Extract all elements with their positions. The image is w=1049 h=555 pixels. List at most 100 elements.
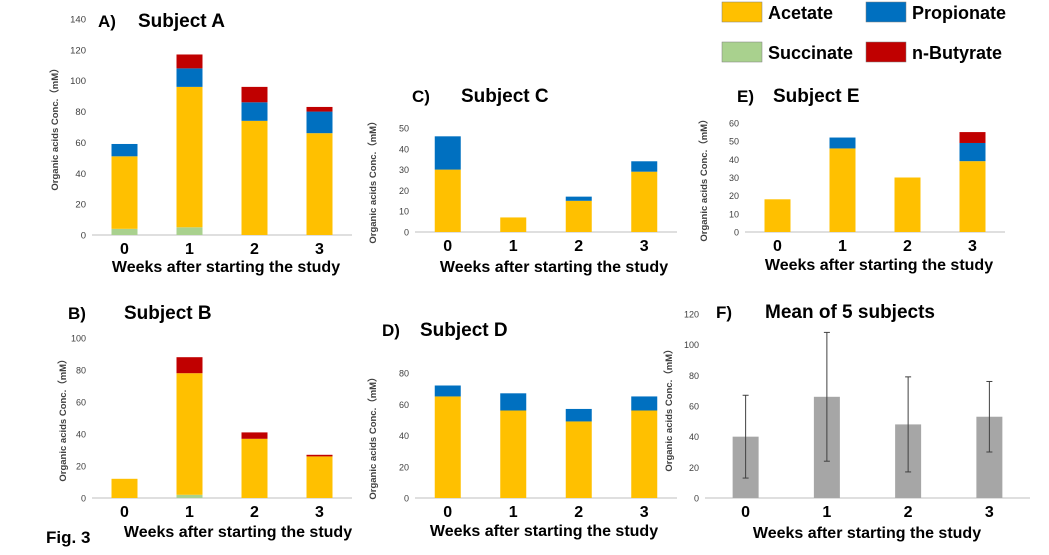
y-axis-label: Organic acids Conc.（mM） [367,372,379,499]
legend-swatch [865,41,907,63]
panel-letter: C) [412,87,430,106]
y-tick-label: 0 [404,228,409,238]
x-tick-label: 0 [443,238,452,255]
bar-propionate [434,136,461,170]
bar-propionate [241,102,268,121]
bar-succinate [111,228,138,235]
y-tick-label: 40 [399,431,409,441]
y-axis-label: Organic acids Conc.（mM） [57,354,69,481]
y-tick-label: 100 [70,76,86,87]
x-tick-label: 0 [443,504,452,521]
bar-propionate [631,396,658,411]
chart-panel-c: 0 10 20 30 40 50 0 1 2 3 Weeks after starting the … [367,86,677,276]
x-tick-label: 3 [985,504,994,521]
panel-letter: B) [68,304,86,323]
y-axis-label: Organic acids Conc.（mM） [49,63,61,190]
bar-n-butyrate [241,432,268,439]
chart-panel-b: 0 20 40 60 80 100 0 1 2 3 Weeks after starting the… [57,303,352,541]
x-tick-label: 1 [822,504,831,521]
bar-acetate [176,373,203,495]
x-axis-label: Weeks after starting the study [753,525,981,542]
bar-propionate [176,68,203,87]
y-tick-label: 20 [399,462,409,472]
y-tick-label: 80 [75,107,86,118]
y-tick-label: 80 [76,366,86,376]
y-tick-label: 60 [75,138,86,149]
bar-n-butyrate [959,132,986,143]
bar-n-butyrate [176,357,203,374]
y-tick-label: 20 [729,191,739,201]
bar-propionate [111,143,138,157]
x-tick-label: 2 [904,504,913,521]
legend-swatch [721,1,763,23]
bar-propionate [959,142,986,162]
bar-acetate [829,148,856,232]
legend-label: n-Butyrate [912,43,1002,63]
bar-acetate [565,421,592,498]
bar-acetate [894,177,921,232]
panel-title: Subject B [124,303,212,324]
y-tick-label: 10 [729,209,739,219]
y-tick-label: 60 [76,398,86,408]
legend-swatch [865,1,907,23]
y-tick-label: 80 [689,371,699,381]
x-axis-label: Weeks after starting the study [440,259,668,276]
x-tick-label: 2 [903,238,912,255]
x-tick-label: 1 [838,238,847,255]
panel-title: Subject E [773,86,860,107]
bar-succinate [176,494,203,498]
y-tick-label: 40 [729,155,739,165]
y-tick-label: 40 [689,432,699,442]
panel-letter: F) [716,303,732,322]
panel-title: Subject D [420,320,508,341]
x-tick-label: 2 [250,504,259,521]
y-tick-label: 0 [734,228,739,238]
bar-n-butyrate [306,454,333,457]
x-tick-label: 1 [509,504,518,521]
y-tick-label: 50 [399,124,409,134]
x-tick-label: 3 [315,241,324,258]
bar-acetate [959,161,986,232]
bar-acetate [306,456,333,498]
bar-acetate [631,410,658,498]
bar-acetate [241,438,268,498]
y-tick-label: 10 [399,207,409,217]
x-tick-label: 3 [315,504,324,521]
y-tick-label: 60 [729,119,739,129]
y-tick-label: 20 [76,462,86,472]
bar-acetate [434,396,461,498]
y-tick-label: 20 [689,463,699,473]
bar-acetate [111,156,138,229]
x-tick-label: 1 [185,504,194,521]
bar-propionate [306,111,333,134]
bar-n-butyrate [241,86,268,103]
y-tick-label: 120 [70,45,86,56]
bar-acetate [500,217,527,232]
bar-propionate [565,408,592,422]
legend-label: Acetate [768,3,833,23]
chart-panel-e: 0 10 20 30 40 50 60 0 1 2 3 Weeks after starting th… [698,86,1005,274]
panel-title: Mean of 5 subjects [765,302,935,323]
x-tick-label: 0 [120,241,129,258]
y-tick-label: 0 [81,231,86,242]
x-tick-label: 1 [509,238,518,255]
x-axis-label: Weeks after starting the study [430,523,658,540]
y-tick-label: 60 [689,402,699,412]
x-tick-label: 0 [773,238,782,255]
y-tick-label: 0 [694,494,699,504]
y-tick-label: 100 [71,334,86,344]
bar-acetate [565,200,592,232]
y-tick-label: 80 [399,369,409,379]
y-tick-label: 60 [399,400,409,410]
chart-panel-d: 0 20 40 60 80 0 1 2 3 Weeks after starting the st… [367,320,677,540]
bar-acetate [306,133,333,235]
legend-swatch [721,41,763,63]
y-tick-label: 30 [729,173,739,183]
figure-label: Fig. 3 [46,528,91,547]
bar-acetate [764,199,791,232]
y-tick-label: 50 [729,137,739,147]
panel-title: Subject C [461,86,549,107]
bar-acetate [241,120,268,235]
x-axis-label: Weeks after starting the study [124,524,352,541]
